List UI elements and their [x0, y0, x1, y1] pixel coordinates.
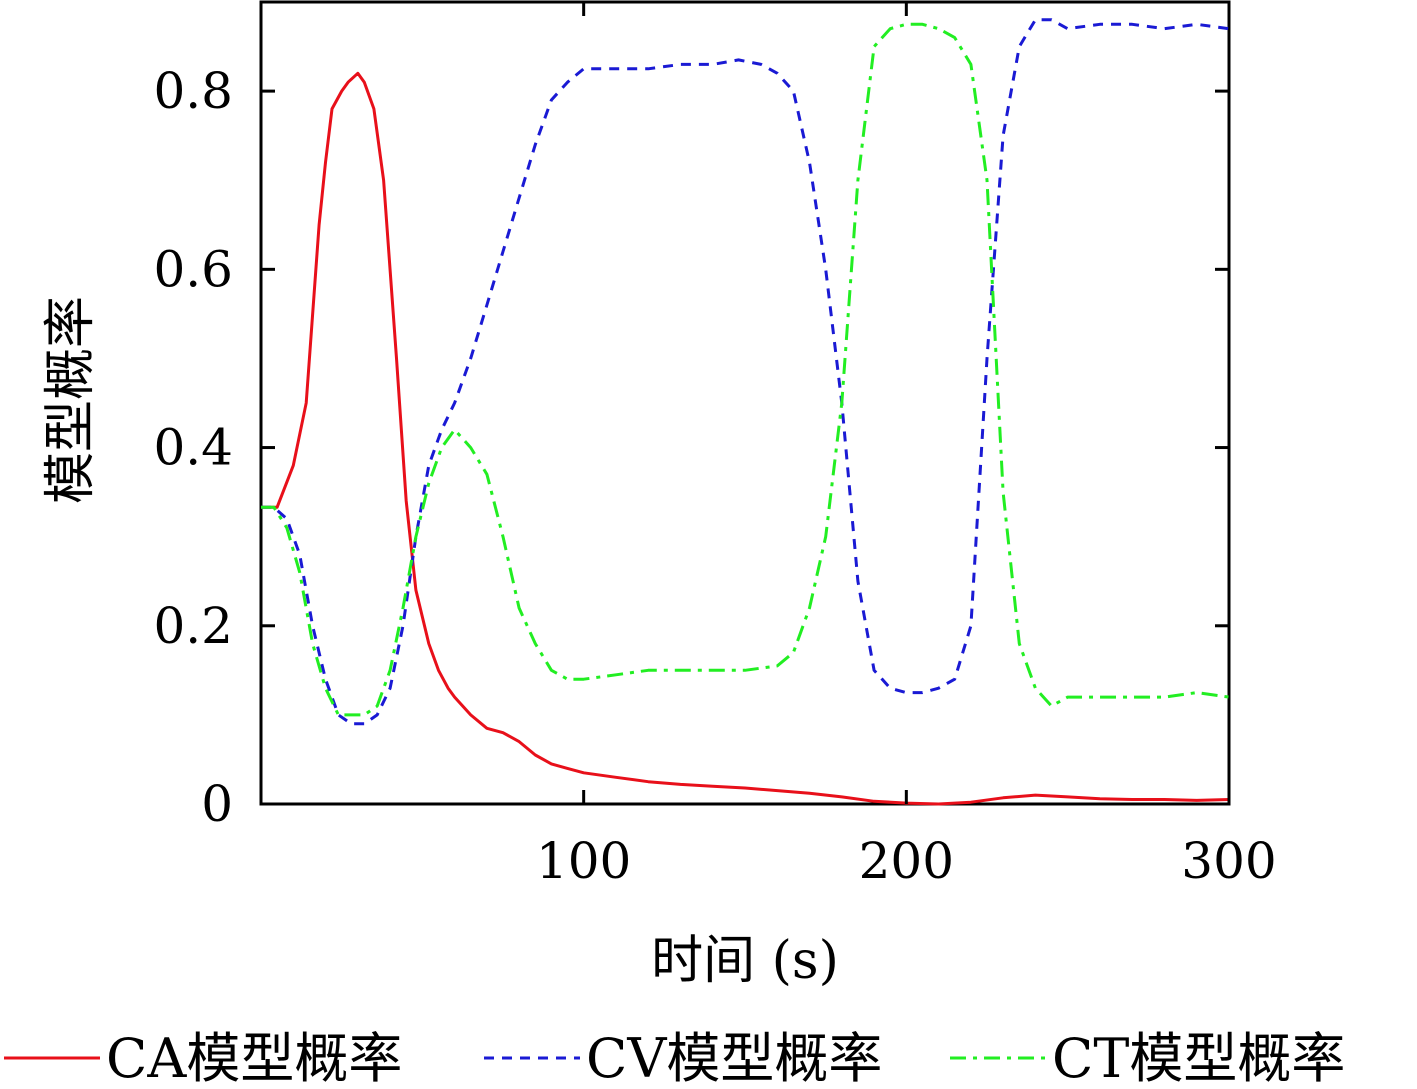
- legend: CA模型概率 CV模型概率 CT模型概率: [4, 1027, 1345, 1089]
- series-layer: [261, 18, 1230, 806]
- plot-frame: [259, 0, 1231, 806]
- ticks-layer: 0 0.2 0.4 0.6 0.8 100 200 300: [153, 2, 1277, 890]
- x-axis-title: 时间 (s): [651, 931, 839, 991]
- y-axis-title: 模型概率: [41, 296, 101, 504]
- y-tick-label: 0.4: [153, 419, 233, 477]
- legend-label: CV模型概率: [586, 1027, 882, 1089]
- x-tick-label: 100: [536, 832, 631, 890]
- y-tick-label: 0.8: [153, 62, 233, 120]
- series-line-2: [261, 18, 1230, 726]
- y-tick-label: 0.2: [153, 597, 233, 655]
- y-tick-label: 0.6: [153, 240, 233, 298]
- legend-label: CT模型概率: [1052, 1027, 1345, 1089]
- x-tick-label: 200: [859, 832, 954, 890]
- legend-label: CA模型概率: [106, 1027, 402, 1089]
- series-line-1: [261, 71, 1230, 806]
- x-tick-label: 300: [1181, 832, 1276, 890]
- series-line-3: [261, 22, 1230, 717]
- y-tick-label: 0: [201, 775, 233, 833]
- axes: [259, 0, 1231, 806]
